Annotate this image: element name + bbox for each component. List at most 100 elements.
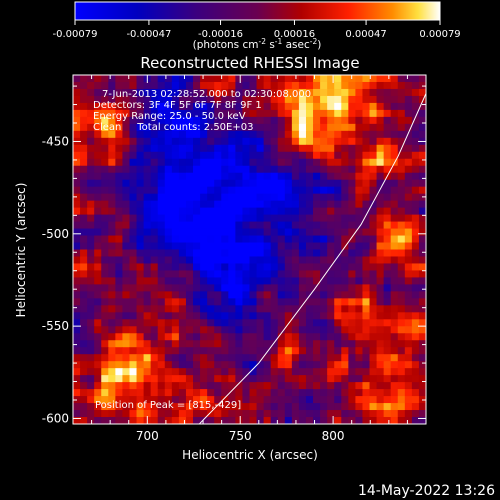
heatmap-cell: [369, 319, 377, 327]
heatmap-cell: [376, 389, 385, 397]
heatmap-cell: [313, 256, 321, 264]
heatmap-cell: [383, 75, 392, 83]
heatmap-cell: [348, 256, 356, 264]
heatmap-cell: [298, 256, 307, 264]
energy-range-annotation: Energy Range: 25.0 - 50.0 keV: [93, 111, 246, 122]
heatmap-cell: [94, 123, 102, 132]
heatmap-cell: [221, 382, 229, 390]
heatmap-cell: [80, 291, 88, 299]
heatmap-cell: [143, 333, 152, 341]
heatmap-cell: [270, 242, 279, 250]
heatmap-cell: [108, 137, 116, 146]
heatmap-cell: [341, 214, 349, 222]
heatmap-cell: [157, 410, 166, 418]
heatmap-cell: [369, 277, 377, 285]
heatmap-cell: [390, 270, 399, 278]
heatmap-cell: [129, 123, 137, 132]
heatmap-cell: [164, 375, 173, 383]
heatmap-cell: [136, 312, 144, 320]
heatmap-cell: [207, 340, 215, 348]
heatmap-cell: [320, 207, 328, 215]
heatmap-cell: [207, 382, 215, 390]
x-axis-label: Heliocentric X (arcsec): [182, 448, 318, 462]
heatmap-cell: [221, 410, 229, 418]
heatmap-cell: [171, 81, 180, 90]
heatmap-cell: [334, 277, 342, 285]
heatmap-cell: [171, 158, 180, 167]
heatmap-cell: [214, 277, 222, 285]
heatmap-cell: [235, 326, 243, 334]
heatmap-cell: [185, 179, 194, 188]
heatmap-cell: [320, 396, 328, 404]
heatmap-cell: [200, 368, 208, 376]
heatmap-cell: [150, 200, 159, 209]
heatmap-cell: [80, 305, 88, 313]
heatmap-cell: [355, 165, 363, 174]
heatmap-cell: [320, 158, 328, 167]
heatmap-cell: [355, 361, 363, 369]
heatmap-cell: [249, 158, 257, 167]
heatmap-cell: [200, 207, 208, 215]
heatmap-cell: [369, 158, 377, 167]
heatmap-cell: [108, 291, 116, 299]
heatmap-cell: [157, 333, 166, 341]
heatmap-cell: [256, 207, 265, 215]
heatmap-cell: [383, 186, 392, 195]
heatmap-cell: [221, 165, 229, 174]
heatmap-cell: [150, 179, 159, 188]
heatmap-cell: [185, 123, 194, 132]
heatmap-cell: [341, 109, 349, 118]
heatmap-cell: [404, 172, 413, 181]
heatmap-cell: [305, 340, 314, 348]
heatmap-cell: [348, 207, 356, 215]
heatmap-cell: [376, 158, 385, 167]
heatmap-cell: [277, 410, 286, 418]
heatmap-cell: [185, 361, 194, 369]
heatmap-cell: [291, 291, 300, 299]
heatmap-cell: [136, 263, 144, 271]
heatmap-cell: [185, 368, 194, 376]
y-axis-ticks: -450-500-550-600: [42, 85, 426, 425]
heatmap-cell: [122, 179, 130, 188]
heatmap-cell: [291, 382, 300, 390]
heatmap-cell: [263, 340, 272, 348]
heatmap-cell: [200, 270, 208, 278]
heatmap-cell: [193, 102, 201, 111]
heatmap-cell: [418, 333, 426, 341]
heatmap-cell: [256, 221, 265, 229]
heatmap-cell: [94, 242, 102, 250]
heatmap-cell: [270, 340, 279, 348]
heatmap-cell: [404, 116, 413, 125]
heatmap-cell: [270, 256, 279, 264]
heatmap-cell: [94, 221, 102, 229]
heatmap-cell: [94, 193, 102, 202]
heatmap-cell: [369, 298, 377, 306]
heatmap-cell: [164, 172, 173, 181]
heatmap-cell: [404, 165, 413, 174]
heatmap-cell: [101, 102, 109, 111]
heatmap-cell: [129, 116, 137, 125]
peak-position-annotation: Position of Peak = [815,-429]: [95, 400, 241, 411]
heatmap-cell: [291, 249, 300, 257]
heatmap-cell: [129, 95, 137, 104]
heatmap-cell: [207, 214, 215, 222]
heatmap-cell: [369, 354, 377, 362]
heatmap-cell: [305, 88, 314, 97]
heatmap-cell: [242, 263, 250, 271]
heatmap-cell: [221, 158, 229, 167]
heatmap-cell: [157, 179, 166, 188]
heatmap-cell: [200, 389, 208, 397]
heatmap-cell: [87, 75, 95, 83]
heatmap-cell: [214, 375, 222, 383]
heatmap-cell: [256, 291, 265, 299]
heatmap-cell: [305, 375, 314, 383]
heatmap-cell: [101, 256, 109, 264]
heatmap-cell: [376, 291, 385, 299]
heatmap-cell: [263, 158, 272, 167]
heatmap-cell: [235, 207, 243, 215]
heatmap-cell: [193, 95, 201, 104]
heatmap-cell: [101, 326, 109, 334]
heatmap-cell: [348, 116, 356, 125]
heatmap-cell: [122, 214, 130, 222]
heatmap-cell: [207, 221, 215, 229]
